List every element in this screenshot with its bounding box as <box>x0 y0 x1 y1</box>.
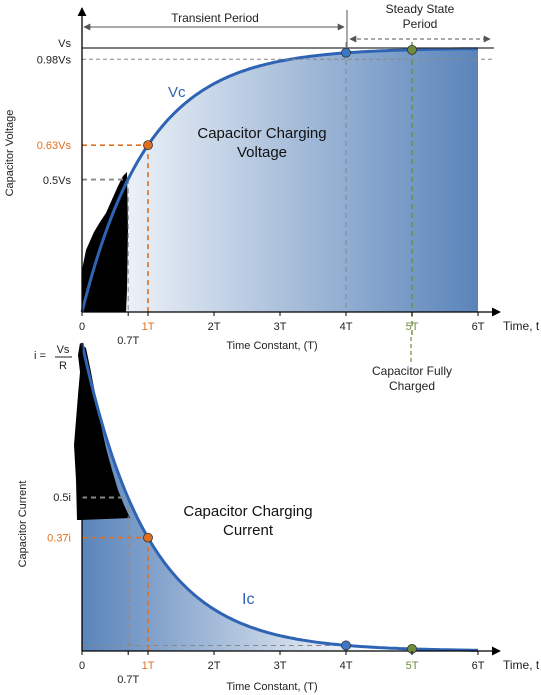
current-y-axis-label: Capacitor Current <box>17 481 29 568</box>
fully-charged-label-line2: Charged <box>389 379 435 393</box>
curve-point-marker <box>341 47 351 58</box>
x-tick-label: 5T <box>406 660 419 672</box>
x-tick-label: 2T <box>208 660 221 672</box>
x-tick-label: 0.7T <box>117 674 139 686</box>
vc-series-label: Vc <box>168 84 186 101</box>
current-chart-title-line1: Capacitor Charging <box>183 503 312 520</box>
current-x-axis-end-label: Time, t <box>503 658 540 672</box>
curve-point-marker <box>407 44 417 55</box>
i-max-denominator: R <box>59 360 67 372</box>
curve-point-marker <box>143 532 153 543</box>
x-tick-label: 6T <box>472 660 485 672</box>
voltage-markers <box>143 44 417 151</box>
voltage-x-axis-end-label: Time, t <box>503 319 540 333</box>
voltage-x-axis-label: Time Constant, (T) <box>226 340 317 352</box>
i-max-numerator: Vs <box>57 344 70 356</box>
ic-series-label: Ic <box>242 591 254 608</box>
curve-point-marker <box>143 140 153 151</box>
x-tick-label: 1T <box>142 321 155 333</box>
transient-period-label: Transient Period <box>171 11 259 25</box>
curve-point-marker <box>341 640 351 651</box>
x-tick-label: 3T <box>274 321 287 333</box>
voltage-chart-title-line1: Capacitor Charging <box>197 125 326 142</box>
x-tick-label: 0 <box>79 660 85 672</box>
current-x-axis-label: Time Constant, (T) <box>226 681 317 693</box>
x-tick-label: 4T <box>340 321 353 333</box>
x-tick-label: 1T <box>142 660 155 672</box>
y-tick-label: 0.37i <box>47 533 71 545</box>
y-tick-label: 0.63Vs <box>37 140 72 152</box>
current-y-ticks: 0.5i 0.37i <box>47 492 71 545</box>
x-tick-label: 3T <box>274 660 287 672</box>
voltage-guide-lines <box>82 42 413 336</box>
i-max-prefix: i = <box>34 350 46 362</box>
voltage-chart-title-line2: Voltage <box>237 144 287 161</box>
y-tick-label: 0.5i <box>53 492 71 504</box>
voltage-area-fill <box>82 48 478 312</box>
y-tick-label: Vs <box>58 38 71 50</box>
x-tick-label: 5T <box>406 321 419 333</box>
voltage-y-axis-label: Capacitor Voltage <box>4 110 16 197</box>
current-area-fill <box>82 343 478 651</box>
x-tick-label: 0 <box>79 321 85 333</box>
steady-period-label-line2: Period <box>403 17 438 31</box>
current-ink-blot <box>74 343 130 520</box>
x-tick-label: 2T <box>208 321 221 333</box>
steady-period-label-line1: Steady State <box>386 2 455 16</box>
y-tick-label: 0.98Vs <box>37 54 72 66</box>
voltage-y-ticks: Vs 0.98Vs 0.63Vs 0.5Vs <box>37 38 72 187</box>
current-chart-title-line2: Current <box>223 522 274 539</box>
x-tick-label: 6T <box>472 321 485 333</box>
x-tick-label: 4T <box>340 660 353 672</box>
y-tick-label: 0.5Vs <box>43 175 72 187</box>
fully-charged-label-line1: Capacitor Fully <box>372 364 452 378</box>
x-tick-label: 0.7T <box>117 335 139 347</box>
